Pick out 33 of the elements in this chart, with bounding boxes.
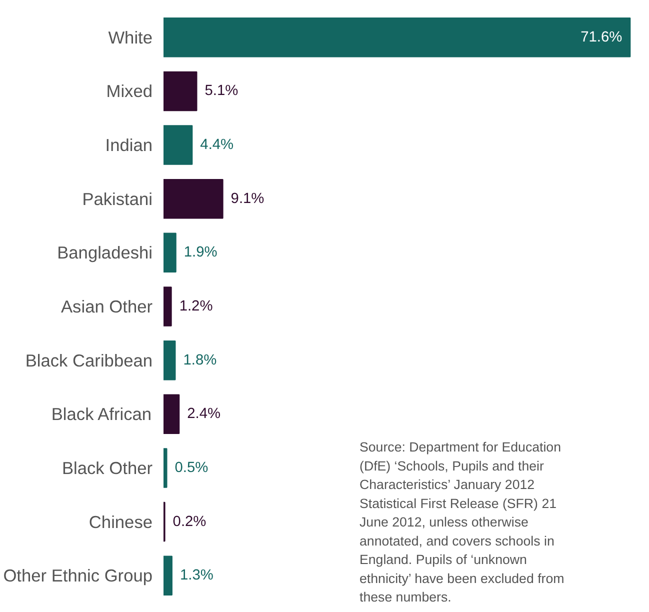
y-tick-label: Pakistani [82, 188, 152, 209]
bar [164, 556, 172, 596]
bar [164, 286, 172, 326]
data-label: 1.8% [183, 352, 217, 368]
y-tick-label: Black African [51, 404, 152, 424]
text: Source: Department for Education (DfE) ‘Schools, Pupils and their Characteristics’ January 2012 Statistical First Release (SFR) 21 June 2012, unless otherwise annotated, and covers schools in England. Pupils of ‘unknown ethnicity’ have been excluded from these numbers. [360, 440, 564, 604]
y-tick-label: Mixed [106, 81, 153, 102]
data-label: 0.5% [174, 460, 208, 476]
bar [164, 178, 224, 219]
y-tick-label: Black Caribbean [25, 350, 153, 370]
data-label: 5.1% [204, 83, 238, 100]
data-label: 9.1% [230, 190, 264, 207]
y-tick-label: White [108, 27, 153, 48]
y-tick-label: Other Ethnic Group [3, 566, 153, 586]
data-label: 1.2% [179, 298, 213, 314]
y-tick-label: Bangladeshi [57, 242, 153, 263]
bar [164, 18, 631, 58]
y-tick-label: Asian Other [61, 296, 153, 316]
data-label: 4.4% [200, 137, 234, 154]
y-tick-label: Black Other [62, 458, 153, 478]
data-label: 2.4% [187, 406, 221, 422]
data-label: 0.2% [172, 514, 206, 530]
data-label: 71.6% [580, 29, 622, 46]
y-tick-label: Indian [105, 135, 153, 156]
bar [164, 71, 198, 112]
bar [164, 125, 193, 165]
bar [164, 232, 176, 273]
bar [164, 340, 176, 380]
bar [164, 394, 180, 434]
data-label: 1.3% [180, 568, 214, 584]
bar [164, 448, 168, 488]
data-label: 1.9% [184, 244, 218, 261]
y-tick-label: Chinese [88, 512, 152, 532]
